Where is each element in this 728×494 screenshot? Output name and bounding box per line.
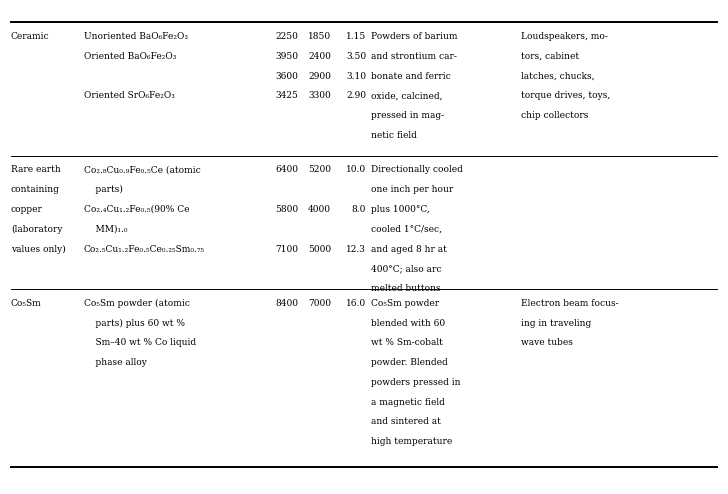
Text: 7000: 7000 (308, 299, 331, 308)
Text: Sm–40 wt % Co liquid: Sm–40 wt % Co liquid (84, 338, 196, 347)
Text: MM)₁.₀: MM)₁.₀ (84, 225, 127, 234)
Text: 10.0: 10.0 (346, 165, 366, 174)
Text: netic field: netic field (371, 131, 417, 140)
Text: 3950: 3950 (275, 52, 298, 61)
Text: one inch per hour: one inch per hour (371, 185, 454, 194)
Text: Co₅Sm: Co₅Sm (11, 299, 41, 308)
Text: blended with 60: blended with 60 (371, 319, 446, 328)
Text: wave tubes: wave tubes (521, 338, 572, 347)
Text: 5000: 5000 (308, 245, 331, 253)
Text: 6400: 6400 (275, 165, 298, 174)
Text: 7100: 7100 (275, 245, 298, 253)
Text: cooled 1°C/sec,: cooled 1°C/sec, (371, 225, 443, 234)
Text: 4000: 4000 (308, 205, 331, 214)
Text: oxide, calcined,: oxide, calcined, (371, 91, 443, 100)
Text: chip collectors: chip collectors (521, 111, 588, 120)
Text: Co₅Sm powder (atomic: Co₅Sm powder (atomic (84, 299, 189, 308)
Text: Electron beam focus-: Electron beam focus- (521, 299, 618, 308)
Text: Directionally cooled: Directionally cooled (371, 165, 463, 174)
Text: tors, cabinet: tors, cabinet (521, 52, 579, 61)
Text: plus 1000°C,: plus 1000°C, (371, 205, 430, 214)
Text: phase alloy: phase alloy (84, 358, 146, 367)
Text: powders pressed in: powders pressed in (371, 378, 461, 387)
Text: Co₂.₈Cu₀.₉Fe₀.₅Ce (atomic: Co₂.₈Cu₀.₉Fe₀.₅Ce (atomic (84, 165, 200, 174)
Text: melted buttons: melted buttons (371, 284, 441, 293)
Text: Unoriented BaO₆Fe₂O₃: Unoriented BaO₆Fe₂O₃ (84, 32, 188, 41)
Text: Ceramic: Ceramic (11, 32, 50, 41)
Text: copper: copper (11, 205, 43, 214)
Text: parts): parts) (84, 185, 122, 194)
Text: and strontium car-: and strontium car- (371, 52, 457, 61)
Text: Co₂.₅Cu₁.₂Fe₀.₅Ce₀.₂₅Sm₀.₇₅: Co₂.₅Cu₁.₂Fe₀.₅Ce₀.₂₅Sm₀.₇₅ (84, 245, 205, 253)
Text: values only): values only) (11, 245, 66, 253)
Text: Co₅Sm powder: Co₅Sm powder (371, 299, 440, 308)
Text: 16.0: 16.0 (346, 299, 366, 308)
Text: and sintered at: and sintered at (371, 417, 441, 426)
Text: 1850: 1850 (308, 32, 331, 41)
Text: 3600: 3600 (276, 72, 298, 81)
Text: Loudspeakers, mo-: Loudspeakers, mo- (521, 32, 607, 41)
Text: high temperature: high temperature (371, 437, 453, 446)
Text: parts) plus 60 wt %: parts) plus 60 wt % (84, 319, 185, 328)
Text: 3.10: 3.10 (347, 72, 366, 81)
Text: 1.15: 1.15 (346, 32, 366, 41)
Text: Powders of barium: Powders of barium (371, 32, 458, 41)
Text: Co₂.₄Cu₁.₂Fe₀.₅(90% Ce: Co₂.₄Cu₁.₂Fe₀.₅(90% Ce (84, 205, 189, 214)
Text: pressed in mag-: pressed in mag- (371, 111, 444, 120)
Text: wt % Sm-cobalt: wt % Sm-cobalt (371, 338, 443, 347)
Text: ing in traveling: ing in traveling (521, 319, 590, 328)
Text: 8400: 8400 (275, 299, 298, 308)
Text: bonate and ferric: bonate and ferric (371, 72, 451, 81)
Text: torque drives, toys,: torque drives, toys, (521, 91, 610, 100)
Text: 5800: 5800 (275, 205, 298, 214)
Text: 2.90: 2.90 (347, 91, 366, 100)
Text: 12.3: 12.3 (347, 245, 366, 253)
Text: Rare earth: Rare earth (11, 165, 60, 174)
Text: 2250: 2250 (276, 32, 298, 41)
Text: (laboratory: (laboratory (11, 225, 63, 234)
Text: 3300: 3300 (309, 91, 331, 100)
Text: and aged 8 hr at: and aged 8 hr at (371, 245, 447, 253)
Text: 5200: 5200 (308, 165, 331, 174)
Text: 3425: 3425 (276, 91, 298, 100)
Text: powder. Blended: powder. Blended (371, 358, 448, 367)
Text: 2900: 2900 (309, 72, 331, 81)
Text: 400°C; also arc: 400°C; also arc (371, 264, 442, 273)
Text: a magnetic field: a magnetic field (371, 398, 445, 407)
Text: Oriented BaO₆Fe₂O₃: Oriented BaO₆Fe₂O₃ (84, 52, 176, 61)
Text: 2400: 2400 (309, 52, 331, 61)
Text: latches, chucks,: latches, chucks, (521, 72, 594, 81)
Text: 8.0: 8.0 (352, 205, 366, 214)
Text: containing: containing (11, 185, 60, 194)
Text: Oriented SrO₆Fe₂O₃: Oriented SrO₆Fe₂O₃ (84, 91, 175, 100)
Text: 3.50: 3.50 (346, 52, 366, 61)
